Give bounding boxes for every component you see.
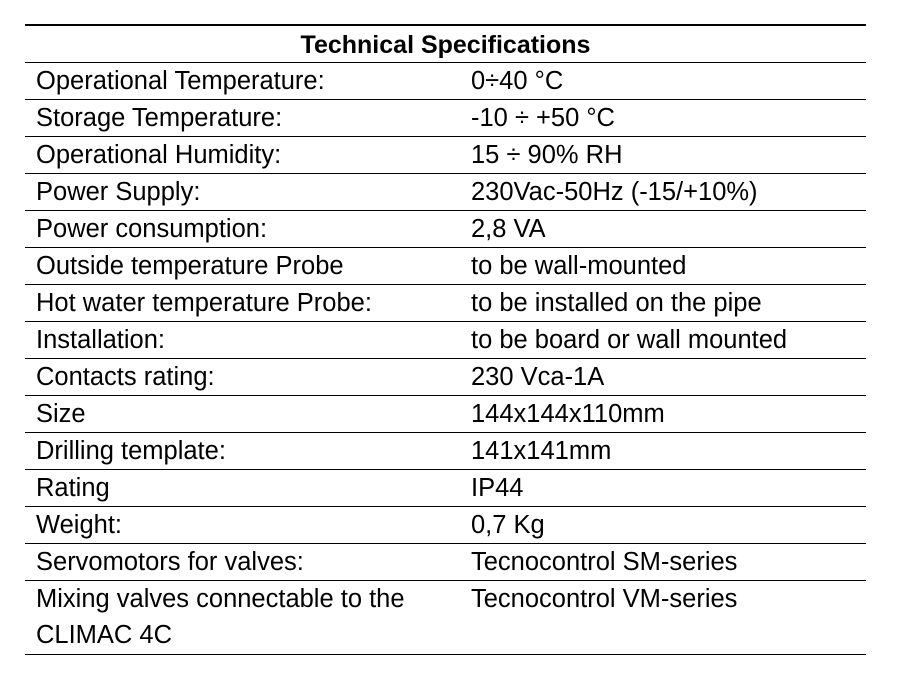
spec-label: Outside temperature Probe bbox=[25, 248, 461, 284]
spec-value: to be installed on the pipe bbox=[461, 285, 866, 321]
spec-value: 15 ÷ 90% RH bbox=[461, 137, 866, 173]
cell-text: Operational Temperature: bbox=[36, 67, 325, 95]
cell-text: Servomotors for valves: bbox=[36, 548, 304, 576]
cell-text: to be board or wall mounted bbox=[471, 326, 788, 354]
spec-label: Power consumption: bbox=[25, 211, 461, 247]
cell-text: Weight: bbox=[36, 511, 122, 539]
cell-text: Drilling template: bbox=[36, 437, 226, 465]
spec-value: IP44 bbox=[461, 470, 866, 506]
table-title: Technical Specifications bbox=[25, 26, 866, 63]
spec-value: Tecnocontrol VM-series bbox=[461, 581, 866, 653]
spec-value: 2,8 VA bbox=[461, 211, 866, 247]
cell-text: 141x141mm bbox=[471, 437, 612, 465]
spec-label: Hot water temperature Probe: bbox=[25, 285, 461, 321]
spec-value: 0,7 Kg bbox=[461, 507, 866, 543]
spec-value: to be board or wall mounted bbox=[461, 322, 866, 358]
spec-value: 0÷40 °C bbox=[461, 63, 866, 99]
cell-text: to be installed on the pipe bbox=[471, 289, 762, 317]
cell-text: Operational Humidity: bbox=[36, 141, 282, 169]
spec-value: 141x141mm bbox=[461, 433, 866, 469]
cell-text: Installation: bbox=[36, 326, 165, 354]
spec-label: Storage Temperature: bbox=[25, 100, 461, 136]
cell-text: 15 ÷ 90% RH bbox=[471, 141, 623, 169]
spec-row: Size 144x144x110mm bbox=[25, 396, 866, 433]
cell-text: 230 Vca-1A bbox=[471, 363, 605, 391]
cell-text: 2,8 VA bbox=[471, 215, 546, 243]
cell-text: 230Vac-50Hz (-15/+10%) bbox=[471, 178, 758, 206]
cell-text: IP44 bbox=[471, 474, 524, 502]
cell-text: Mixing valves connectable to the CLIMAC … bbox=[36, 585, 405, 649]
spec-row: Operational Temperature: 0÷40 °C bbox=[25, 63, 866, 100]
spec-row: Installation: to be board or wall mounted bbox=[25, 322, 866, 359]
spec-value: 144x144x110mm bbox=[461, 396, 866, 432]
spec-value: to be wall-mounted bbox=[461, 248, 866, 284]
spec-row: Servomotors for valves: Tecnocontrol SM-s… bbox=[25, 544, 866, 581]
spec-label: Rating bbox=[25, 470, 461, 506]
cell-text: Outside temperature Probe bbox=[36, 252, 344, 280]
spec-row: Storage Temperature: -10 ÷ +50 °C bbox=[25, 100, 866, 137]
spec-table: Technical Specifications Operational Tem… bbox=[25, 24, 866, 655]
spec-row: Drilling template: 141x141mm bbox=[25, 433, 866, 470]
spec-row: Outside temperature Probe to be wall-moun… bbox=[25, 248, 866, 285]
cell-text: Tecnocontrol SM-series bbox=[471, 548, 738, 576]
spec-row: Rating IP44 bbox=[25, 470, 866, 507]
cell-text: Rating bbox=[36, 474, 110, 502]
spec-row: Weight: 0,7 Kg bbox=[25, 507, 866, 544]
spec-label: Contacts rating: bbox=[25, 359, 461, 395]
cell-text: 0÷40 °C bbox=[471, 67, 564, 95]
cell-text: Tecnocontrol VM-series bbox=[471, 585, 738, 613]
cell-text: Power Supply: bbox=[36, 178, 201, 206]
cell-text: Size bbox=[36, 400, 86, 428]
spec-value: Tecnocontrol SM-series bbox=[461, 544, 866, 580]
cell-text: Hot water temperature Probe: bbox=[36, 289, 372, 317]
cell-text: 144x144x110mm bbox=[471, 400, 665, 428]
spec-label: Drilling template: bbox=[25, 433, 461, 469]
spec-value: -10 ÷ +50 °C bbox=[461, 100, 866, 136]
spec-label: Operational Humidity: bbox=[25, 137, 461, 173]
spec-label: Mixing valves connectable to the CLIMAC … bbox=[25, 581, 461, 653]
cell-text: Power consumption: bbox=[36, 215, 268, 243]
cell-text: 0,7 Kg bbox=[471, 511, 545, 539]
spec-row: Power Supply: 230Vac-50Hz (-15/+10%) bbox=[25, 174, 866, 211]
spec-row: Power consumption: 2,8 VA bbox=[25, 211, 866, 248]
spec-label: Operational Temperature: bbox=[25, 63, 461, 99]
spec-label: Installation: bbox=[25, 322, 461, 358]
cell-text: Storage Temperature: bbox=[36, 104, 283, 132]
spec-row: Mixing valves connectable to the CLIMAC … bbox=[25, 581, 866, 655]
spec-row: Hot water temperature Probe: to be instal… bbox=[25, 285, 866, 322]
spec-row: Operational Humidity: 15 ÷ 90% RH bbox=[25, 137, 866, 174]
cell-text: -10 ÷ +50 °C bbox=[471, 104, 615, 132]
cell-text: to be wall-mounted bbox=[471, 252, 687, 280]
cell-text: Contacts rating: bbox=[36, 363, 215, 391]
spec-row: Contacts rating: 230 Vca-1A bbox=[25, 359, 866, 396]
spec-label: Servomotors for valves: bbox=[25, 544, 461, 580]
spec-label: Power Supply: bbox=[25, 174, 461, 210]
spec-value: 230 Vca-1A bbox=[461, 359, 866, 395]
spec-label: Weight: bbox=[25, 507, 461, 543]
spec-label: Size bbox=[25, 396, 461, 432]
spec-value: 230Vac-50Hz (-15/+10%) bbox=[461, 174, 866, 210]
